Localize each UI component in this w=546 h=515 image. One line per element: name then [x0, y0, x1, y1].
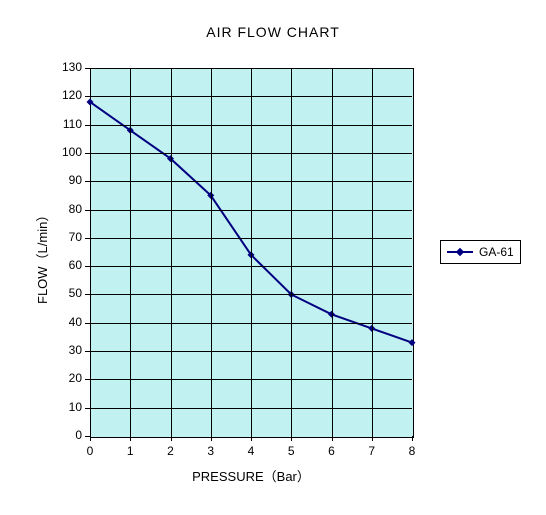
legend: GA-61: [440, 240, 521, 264]
legend-label: GA-61: [479, 245, 514, 259]
chart-container: AIR FLOW CHART 0102030405060708090100110…: [0, 0, 546, 515]
diamond-icon: [456, 248, 464, 256]
series-marker: [409, 339, 416, 346]
legend-sample-line: [447, 251, 473, 253]
